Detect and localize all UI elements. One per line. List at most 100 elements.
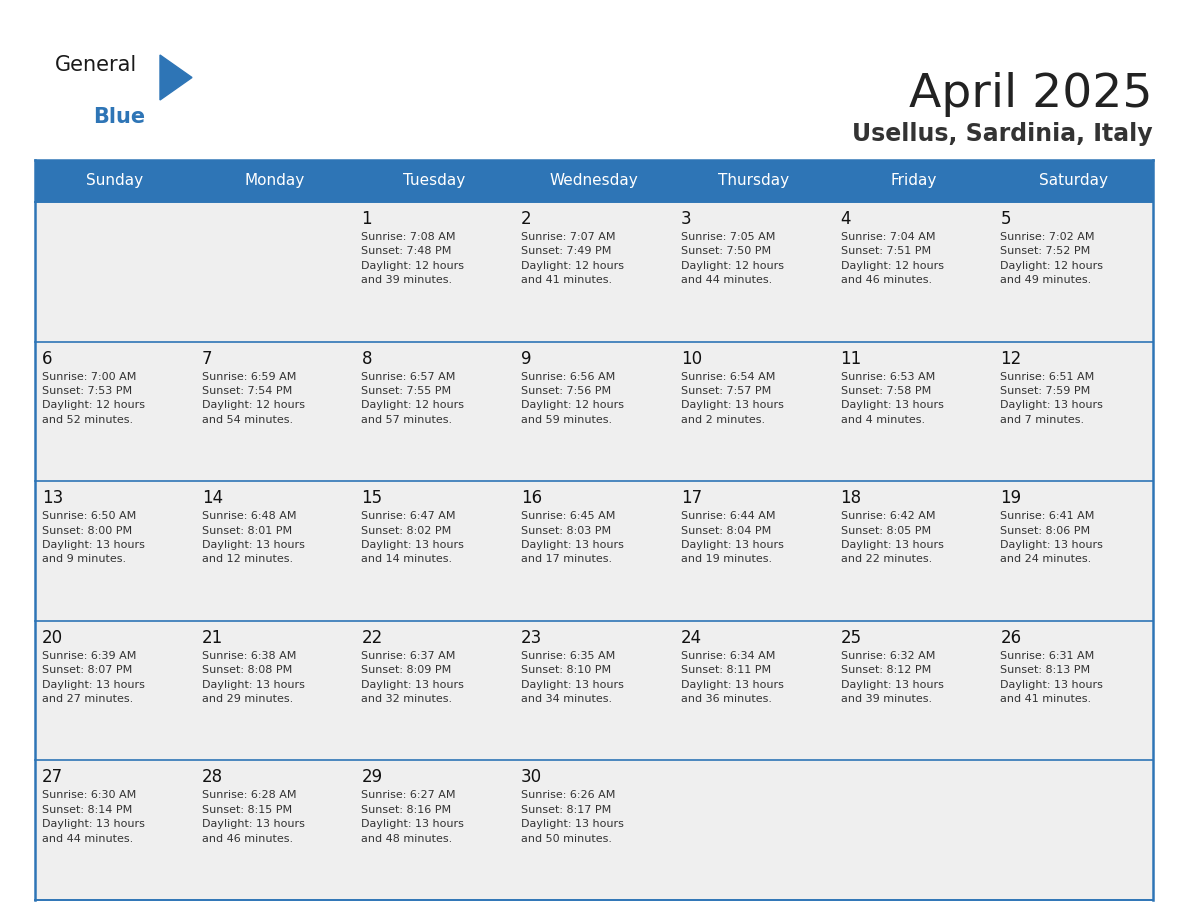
Text: 15: 15	[361, 489, 383, 508]
Text: Sunrise: 6:34 AM
Sunset: 8:11 PM
Daylight: 13 hours
and 36 minutes.: Sunrise: 6:34 AM Sunset: 8:11 PM Dayligh…	[681, 651, 784, 704]
Text: Sunrise: 6:53 AM
Sunset: 7:58 PM
Daylight: 13 hours
and 4 minutes.: Sunrise: 6:53 AM Sunset: 7:58 PM Dayligh…	[841, 372, 943, 425]
Text: Sunrise: 6:38 AM
Sunset: 8:08 PM
Daylight: 13 hours
and 29 minutes.: Sunrise: 6:38 AM Sunset: 8:08 PM Dayligh…	[202, 651, 304, 704]
Text: Sunrise: 6:28 AM
Sunset: 8:15 PM
Daylight: 13 hours
and 46 minutes.: Sunrise: 6:28 AM Sunset: 8:15 PM Dayligh…	[202, 790, 304, 844]
Bar	[195, 760, 354, 900]
Text: Sunrise: 6:47 AM
Sunset: 8:02 PM
Daylight: 13 hours
and 14 minutes.: Sunrise: 6:47 AM Sunset: 8:02 PM Dayligh…	[361, 511, 465, 565]
Text: Blue: Blue	[93, 107, 145, 127]
Bar	[834, 160, 993, 202]
Text: Sunrise: 6:30 AM
Sunset: 8:14 PM
Daylight: 13 hours
and 44 minutes.: Sunrise: 6:30 AM Sunset: 8:14 PM Dayligh…	[42, 790, 145, 844]
Text: Sunrise: 7:08 AM
Sunset: 7:48 PM
Daylight: 12 hours
and 39 minutes.: Sunrise: 7:08 AM Sunset: 7:48 PM Dayligh…	[361, 232, 465, 285]
Text: 2: 2	[522, 210, 532, 228]
Bar	[834, 481, 993, 621]
Text: 3: 3	[681, 210, 691, 228]
Text: 10: 10	[681, 350, 702, 367]
Bar	[195, 160, 354, 202]
Text: Sunrise: 6:32 AM
Sunset: 8:12 PM
Daylight: 13 hours
and 39 minutes.: Sunrise: 6:32 AM Sunset: 8:12 PM Dayligh…	[841, 651, 943, 704]
Bar	[834, 760, 993, 900]
Text: 22: 22	[361, 629, 383, 647]
Text: Sunrise: 6:26 AM
Sunset: 8:17 PM
Daylight: 13 hours
and 50 minutes.: Sunrise: 6:26 AM Sunset: 8:17 PM Dayligh…	[522, 790, 624, 844]
Text: Sunrise: 6:41 AM
Sunset: 8:06 PM
Daylight: 13 hours
and 24 minutes.: Sunrise: 6:41 AM Sunset: 8:06 PM Dayligh…	[1000, 511, 1104, 565]
Text: Sunrise: 6:54 AM
Sunset: 7:57 PM
Daylight: 13 hours
and 2 minutes.: Sunrise: 6:54 AM Sunset: 7:57 PM Dayligh…	[681, 372, 784, 425]
Bar	[993, 481, 1154, 621]
Bar	[674, 621, 834, 760]
Text: Sunrise: 6:50 AM
Sunset: 8:00 PM
Daylight: 13 hours
and 9 minutes.: Sunrise: 6:50 AM Sunset: 8:00 PM Dayligh…	[42, 511, 145, 565]
Text: 20: 20	[42, 629, 63, 647]
Text: 21: 21	[202, 629, 223, 647]
Text: Sunrise: 6:45 AM
Sunset: 8:03 PM
Daylight: 13 hours
and 17 minutes.: Sunrise: 6:45 AM Sunset: 8:03 PM Dayligh…	[522, 511, 624, 565]
Text: Sunrise: 6:27 AM
Sunset: 8:16 PM
Daylight: 13 hours
and 48 minutes.: Sunrise: 6:27 AM Sunset: 8:16 PM Dayligh…	[361, 790, 465, 844]
Polygon shape	[160, 55, 192, 100]
Bar	[34, 621, 195, 760]
Text: 19: 19	[1000, 489, 1022, 508]
Text: Sunrise: 6:37 AM
Sunset: 8:09 PM
Daylight: 13 hours
and 32 minutes.: Sunrise: 6:37 AM Sunset: 8:09 PM Dayligh…	[361, 651, 465, 704]
Bar	[354, 202, 514, 341]
Text: Sunrise: 6:35 AM
Sunset: 8:10 PM
Daylight: 13 hours
and 34 minutes.: Sunrise: 6:35 AM Sunset: 8:10 PM Dayligh…	[522, 651, 624, 704]
Text: 16: 16	[522, 489, 542, 508]
Text: 28: 28	[202, 768, 223, 787]
Text: Sunrise: 6:42 AM
Sunset: 8:05 PM
Daylight: 13 hours
and 22 minutes.: Sunrise: 6:42 AM Sunset: 8:05 PM Dayligh…	[841, 511, 943, 565]
Bar	[354, 341, 514, 481]
Text: 1: 1	[361, 210, 372, 228]
Text: 26: 26	[1000, 629, 1022, 647]
Text: Sunrise: 7:07 AM
Sunset: 7:49 PM
Daylight: 12 hours
and 41 minutes.: Sunrise: 7:07 AM Sunset: 7:49 PM Dayligh…	[522, 232, 624, 285]
Text: Sunrise: 7:02 AM
Sunset: 7:52 PM
Daylight: 12 hours
and 49 minutes.: Sunrise: 7:02 AM Sunset: 7:52 PM Dayligh…	[1000, 232, 1104, 285]
Text: 13: 13	[42, 489, 63, 508]
Bar	[514, 202, 674, 341]
Text: Tuesday: Tuesday	[403, 174, 466, 188]
Text: Sunrise: 6:51 AM
Sunset: 7:59 PM
Daylight: 13 hours
and 7 minutes.: Sunrise: 6:51 AM Sunset: 7:59 PM Dayligh…	[1000, 372, 1104, 425]
Bar	[834, 202, 993, 341]
Text: Sunrise: 6:44 AM
Sunset: 8:04 PM
Daylight: 13 hours
and 19 minutes.: Sunrise: 6:44 AM Sunset: 8:04 PM Dayligh…	[681, 511, 784, 565]
Text: Sunrise: 7:04 AM
Sunset: 7:51 PM
Daylight: 12 hours
and 46 minutes.: Sunrise: 7:04 AM Sunset: 7:51 PM Dayligh…	[841, 232, 943, 285]
Bar	[34, 760, 195, 900]
Bar	[674, 481, 834, 621]
Text: Sunrise: 6:31 AM
Sunset: 8:13 PM
Daylight: 13 hours
and 41 minutes.: Sunrise: 6:31 AM Sunset: 8:13 PM Dayligh…	[1000, 651, 1104, 704]
Bar	[195, 621, 354, 760]
Bar	[514, 481, 674, 621]
Bar	[354, 760, 514, 900]
Bar	[834, 621, 993, 760]
Text: Sunrise: 6:59 AM
Sunset: 7:54 PM
Daylight: 12 hours
and 54 minutes.: Sunrise: 6:59 AM Sunset: 7:54 PM Dayligh…	[202, 372, 304, 425]
Bar	[195, 481, 354, 621]
Text: Sunrise: 6:48 AM
Sunset: 8:01 PM
Daylight: 13 hours
and 12 minutes.: Sunrise: 6:48 AM Sunset: 8:01 PM Dayligh…	[202, 511, 304, 565]
Text: Sunrise: 7:00 AM
Sunset: 7:53 PM
Daylight: 12 hours
and 52 minutes.: Sunrise: 7:00 AM Sunset: 7:53 PM Dayligh…	[42, 372, 145, 425]
Text: Thursday: Thursday	[719, 174, 789, 188]
Text: Sunrise: 6:57 AM
Sunset: 7:55 PM
Daylight: 12 hours
and 57 minutes.: Sunrise: 6:57 AM Sunset: 7:55 PM Dayligh…	[361, 372, 465, 425]
Text: 8: 8	[361, 350, 372, 367]
Bar	[834, 341, 993, 481]
Bar	[195, 341, 354, 481]
Bar	[993, 760, 1154, 900]
Text: Friday: Friday	[890, 174, 936, 188]
Text: Saturday: Saturday	[1038, 174, 1107, 188]
Text: Sunday: Sunday	[87, 174, 144, 188]
Bar	[354, 621, 514, 760]
Bar	[34, 341, 195, 481]
Text: 12: 12	[1000, 350, 1022, 367]
Text: Sunrise: 7:05 AM
Sunset: 7:50 PM
Daylight: 12 hours
and 44 minutes.: Sunrise: 7:05 AM Sunset: 7:50 PM Dayligh…	[681, 232, 784, 285]
Text: 18: 18	[841, 489, 861, 508]
Text: 30: 30	[522, 768, 542, 787]
Text: 9: 9	[522, 350, 532, 367]
Text: 7: 7	[202, 350, 213, 367]
Text: General: General	[55, 55, 138, 75]
Bar	[195, 202, 354, 341]
Bar	[993, 160, 1154, 202]
Text: 29: 29	[361, 768, 383, 787]
Bar	[514, 341, 674, 481]
Bar	[34, 481, 195, 621]
Text: 25: 25	[841, 629, 861, 647]
Text: 17: 17	[681, 489, 702, 508]
Bar	[674, 202, 834, 341]
Bar	[674, 341, 834, 481]
Text: Sunrise: 6:56 AM
Sunset: 7:56 PM
Daylight: 12 hours
and 59 minutes.: Sunrise: 6:56 AM Sunset: 7:56 PM Dayligh…	[522, 372, 624, 425]
Bar	[993, 341, 1154, 481]
Text: 23: 23	[522, 629, 543, 647]
Text: 5: 5	[1000, 210, 1011, 228]
Bar	[354, 160, 514, 202]
Bar	[514, 160, 674, 202]
Text: 4: 4	[841, 210, 851, 228]
Bar	[514, 621, 674, 760]
Bar	[34, 160, 195, 202]
Bar	[354, 481, 514, 621]
Bar	[34, 202, 195, 341]
Text: April 2025: April 2025	[910, 72, 1154, 117]
